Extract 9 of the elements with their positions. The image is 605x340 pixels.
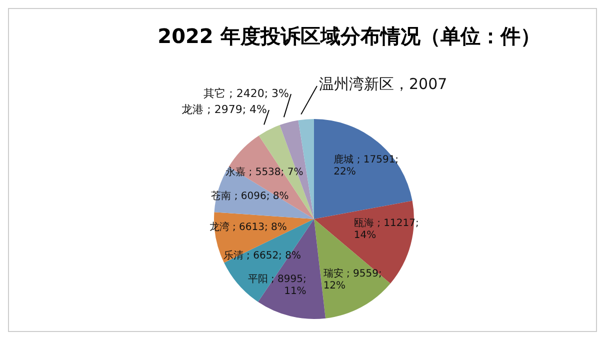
slice-label: 瑞安 ; 9559; 12% [323, 268, 382, 292]
slice-label: 龙港 ; 2979; 4% [182, 103, 267, 116]
pie-slice [314, 119, 412, 219]
slice-label: 平阳 ; 8995; 11% [248, 274, 306, 298]
chart-title: 2022 年度投诉区域分布情况（单位：件） [156, 23, 542, 50]
slice-label: 其它 ; 2420; 3% [204, 87, 289, 100]
slice-label: 苍南 ; 6096; 8% [211, 190, 289, 202]
slice-label: 永嘉 ; 5538; 7% [226, 166, 304, 178]
slice-label: 温州湾新区，2007 [319, 75, 448, 93]
